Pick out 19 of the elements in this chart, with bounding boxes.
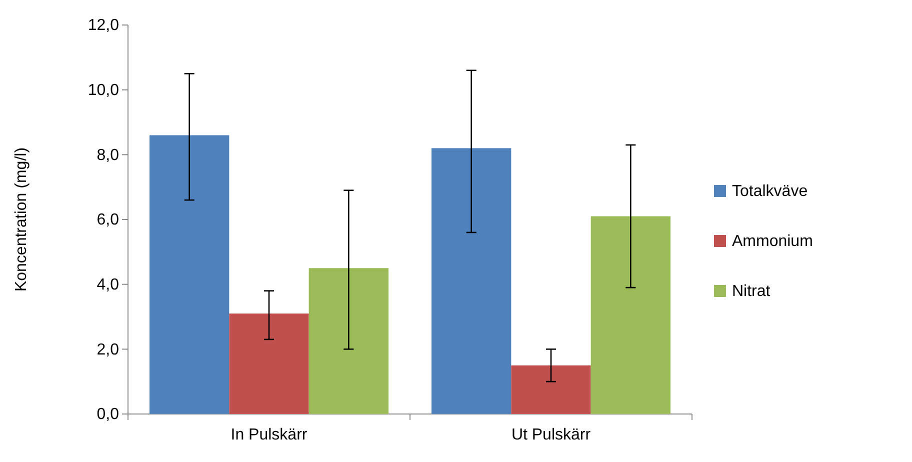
y-tick-label: 8,0 bbox=[96, 146, 120, 164]
x-tick-label: Ut Pulskärr bbox=[511, 426, 592, 444]
y-tick-label: 4,0 bbox=[96, 276, 120, 294]
x-tick-label: In Pulskärr bbox=[230, 426, 308, 444]
y-tick-label: 0,0 bbox=[96, 406, 120, 424]
y-tick-label: 2,0 bbox=[96, 341, 120, 358]
bar bbox=[590, 216, 670, 414]
legend-label: Totalkväve bbox=[732, 183, 808, 200]
bar bbox=[511, 365, 591, 414]
y-tick-label: 12,0 bbox=[88, 17, 120, 34]
y-tick-label: 6,0 bbox=[96, 212, 120, 229]
legend-label: Ammonium bbox=[732, 233, 813, 250]
y-tick-label: 10,0 bbox=[88, 82, 120, 99]
legend-label: Nitrat bbox=[732, 283, 771, 300]
bar bbox=[308, 268, 388, 414]
bar bbox=[432, 148, 512, 414]
bar bbox=[229, 314, 309, 414]
y-axis-title: Koncentration (mg/l) bbox=[13, 147, 30, 292]
bar bbox=[150, 135, 230, 414]
